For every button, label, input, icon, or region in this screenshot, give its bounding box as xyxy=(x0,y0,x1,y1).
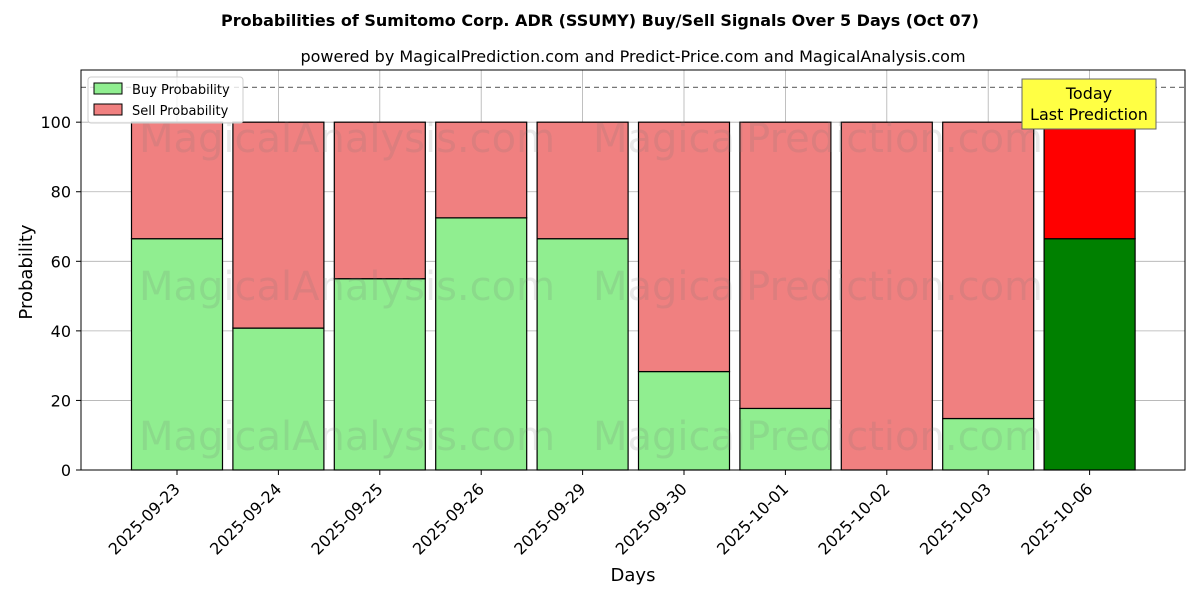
legend: Buy Probability Sell Probability xyxy=(87,76,244,124)
watermark-text: MagicalPrediction.com xyxy=(593,116,1043,162)
watermark-text: MagicalPrediction.com xyxy=(593,264,1043,310)
buy-bar xyxy=(130,238,224,471)
annotation-line-1: Today xyxy=(1065,84,1112,103)
x-axis-label: Days xyxy=(611,565,656,586)
y-tick-label: 60 xyxy=(51,252,71,271)
sell-bar xyxy=(1043,121,1136,240)
sell-bar xyxy=(840,121,933,471)
sell-bar xyxy=(435,121,528,219)
sell-bar xyxy=(333,121,426,280)
buy-bar xyxy=(1043,238,1136,471)
sell-bar xyxy=(536,121,629,240)
y-tick-label: 20 xyxy=(51,391,71,410)
sell-bar xyxy=(637,121,731,373)
x-tick-label: 2025-09-26 xyxy=(409,479,488,558)
legend-sell-label: Sell Probability xyxy=(132,104,229,119)
annotation-box xyxy=(1021,78,1157,130)
watermark-text: MagicalAnalysis.com xyxy=(139,264,555,310)
chart-title: Probabilities of Sumitomo Corp. ADR (SSU… xyxy=(221,11,979,30)
x-tick-label: 2025-09-29 xyxy=(510,479,589,558)
y-tick-label: 0 xyxy=(61,461,71,480)
bars xyxy=(130,121,1136,471)
y-tick-label: 80 xyxy=(51,183,71,202)
x-tick-label: 2025-09-30 xyxy=(612,479,691,558)
chart-subtitle: powered by MagicalPrediction.com and Pre… xyxy=(300,47,965,66)
y-tick-label: 40 xyxy=(51,322,71,341)
buy-bar xyxy=(333,278,426,471)
x-tick-label: 2025-09-23 xyxy=(105,479,184,558)
x-tick-label: 2025-09-25 xyxy=(307,479,386,558)
legend-sell-swatch xyxy=(93,103,123,116)
y-axis: 0 20 40 60 80 100 xyxy=(40,113,81,480)
y-tick-label: 100 xyxy=(40,113,71,132)
plot-frame xyxy=(80,69,1186,471)
x-tick-label: 2025-10-03 xyxy=(916,479,995,558)
watermarks: MagicalAnalysis.com MagicalPrediction.com… xyxy=(139,116,1043,460)
x-tick-label: 2025-10-06 xyxy=(1017,479,1096,558)
sell-bar xyxy=(739,121,832,410)
legend-buy-swatch xyxy=(93,82,123,95)
x-axis: 2025-09-23 2025-09-24 2025-09-25 2025-09-26… xyxy=(105,470,1096,559)
y-axis-label: Probability xyxy=(16,224,37,319)
sell-bar xyxy=(232,121,325,329)
watermark-text: MagicalAnalysis.com xyxy=(139,414,555,460)
sell-bar xyxy=(942,121,1035,420)
buy-bar xyxy=(942,417,1035,471)
x-tick-label: 2025-09-24 xyxy=(206,479,285,558)
x-tick-label: 2025-10-01 xyxy=(713,479,792,558)
buy-bar xyxy=(435,217,528,471)
sell-bar xyxy=(130,121,224,240)
annotation-line-2: Last Prediction xyxy=(1030,105,1148,124)
buy-bar xyxy=(536,238,629,471)
buy-bar xyxy=(739,407,832,471)
watermark-text: MagicalAnalysis.com xyxy=(139,116,555,162)
buy-bar xyxy=(637,370,731,471)
legend-buy-label: Buy Probability xyxy=(132,83,230,98)
watermark-text: MagicalPrediction.com xyxy=(593,414,1043,460)
today-annotation: Today Last Prediction xyxy=(1021,78,1157,130)
x-tick-label: 2025-10-02 xyxy=(814,479,893,558)
legend-frame xyxy=(87,76,244,124)
